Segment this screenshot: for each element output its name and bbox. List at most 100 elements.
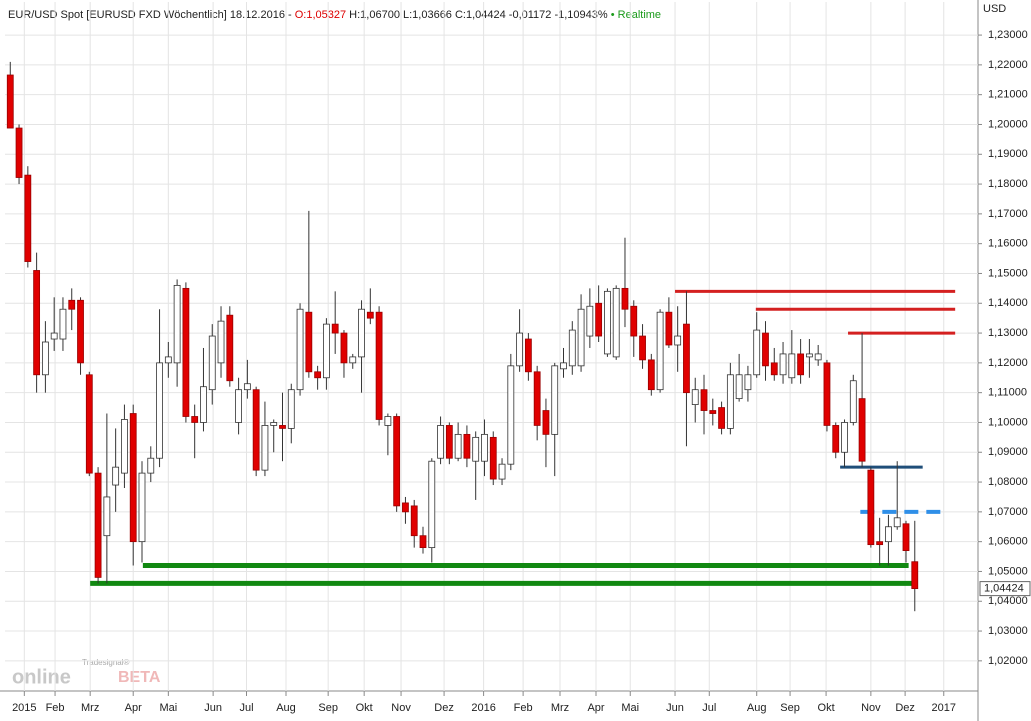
candle-body (243, 383, 251, 391)
candle-body (112, 466, 120, 486)
x-tick-label: Aug (747, 702, 767, 714)
candle-body (129, 413, 137, 543)
candle-body (410, 505, 418, 537)
candle-body (630, 305, 638, 337)
candle-body (235, 389, 242, 423)
candle-body (349, 356, 357, 364)
candle-body (103, 496, 111, 537)
candle-body (744, 374, 752, 391)
candle-body (252, 389, 260, 471)
last-price-label: 1,04424 (984, 583, 1024, 595)
candle-body (279, 425, 286, 429)
candle-body (726, 374, 734, 429)
x-tick-label: Okt (356, 702, 373, 714)
watermark: BETA (118, 669, 161, 686)
candle-body (524, 338, 532, 373)
candle-body (6, 74, 14, 129)
candle-body (261, 425, 269, 471)
x-tick-label: Dez (434, 702, 454, 714)
candle-body (437, 425, 444, 459)
candle-body (384, 416, 392, 426)
y-tick-label: 1,15000 (988, 267, 1028, 279)
y-tick-label: 1,09000 (988, 446, 1028, 458)
candle-body (814, 353, 822, 361)
x-tick-label: Jun (666, 702, 684, 714)
candle-body (314, 371, 322, 379)
y-tick-label: 1,05000 (988, 565, 1028, 577)
candle-body (621, 287, 629, 310)
candle-body (472, 436, 480, 462)
y-tick-label: 1,07000 (988, 506, 1028, 518)
y-tick-label: 1,12000 (988, 357, 1028, 369)
y-tick-label: 1,04000 (988, 595, 1028, 607)
candle-body (604, 290, 611, 355)
candle-body (858, 398, 866, 462)
x-tick-label: 2017 (932, 702, 956, 714)
y-tick-label: 1,14000 (988, 297, 1028, 309)
candle-body (489, 436, 497, 480)
candle-body (911, 561, 919, 590)
x-tick-label: 2016 (471, 702, 495, 714)
x-tick-label: Mrz (81, 702, 99, 714)
y-tick-label: 1,22000 (988, 59, 1028, 71)
candle-body (445, 425, 453, 459)
candle-body (665, 311, 673, 346)
y-tick-label: 1,08000 (988, 476, 1028, 488)
candle-body (849, 380, 857, 423)
candle-body (876, 541, 884, 546)
candle-body (770, 362, 778, 376)
candle-body (147, 457, 155, 474)
x-tick-label: Nov (861, 702, 881, 714)
candle-body (200, 386, 207, 423)
y-tick-label: 1,13000 (988, 327, 1028, 339)
x-tick-label: Mai (621, 702, 639, 714)
candle-body (419, 535, 427, 549)
candle-body (270, 422, 278, 426)
candle-body (428, 460, 436, 549)
candle-body (358, 308, 365, 358)
title-rest: H:1,06700 L:1,03666 C:1,04424 -0,01172 -… (349, 9, 608, 21)
x-tick-label: Jul (702, 702, 716, 714)
candle-body (885, 526, 892, 543)
watermark: Tradesignal® (82, 658, 130, 667)
candle-body (577, 308, 585, 367)
watermark: online (12, 666, 71, 688)
candle-body (647, 359, 655, 391)
title-open: O:1,05327 (295, 9, 346, 21)
candle-body (296, 308, 304, 391)
y-tick-label: 1,19000 (988, 148, 1028, 160)
candle-body (691, 389, 699, 405)
last-price-box (979, 581, 1031, 597)
candle-body (366, 311, 374, 319)
x-tick-label: Nov (391, 702, 411, 714)
y-tick-label: 1,17000 (988, 208, 1028, 220)
candle-body (164, 356, 172, 364)
x-tick-label: 2015 (12, 702, 36, 714)
candle-body (533, 371, 541, 426)
candle-body (402, 502, 409, 513)
candle-body (182, 287, 190, 417)
candle-body (542, 410, 550, 435)
x-tick-label: Jul (239, 702, 253, 714)
candle-body (700, 389, 708, 411)
y-tick-label: 1,11000 (988, 387, 1027, 399)
candle-body (674, 335, 682, 346)
candle-body (191, 416, 199, 423)
y-tick-label: 1,18000 (988, 178, 1028, 190)
x-tick-label: Jun (204, 702, 222, 714)
candle-body (287, 389, 295, 429)
x-tick-label: Sep (318, 702, 338, 714)
x-tick-label: Aug (276, 702, 296, 714)
y-tick-label: 1,16000 (988, 238, 1028, 250)
candle-body (393, 416, 401, 507)
candle-body (94, 472, 102, 578)
title-main: EUR/USD Spot [EURUSD FXD Wöchentlich] 18… (8, 9, 292, 21)
candle-body (595, 302, 603, 337)
currency: USD (983, 3, 1006, 15)
candle-body (24, 174, 32, 262)
candle-body (305, 311, 313, 373)
candle-body (823, 362, 831, 426)
y-tick-label: 1,06000 (988, 536, 1028, 548)
